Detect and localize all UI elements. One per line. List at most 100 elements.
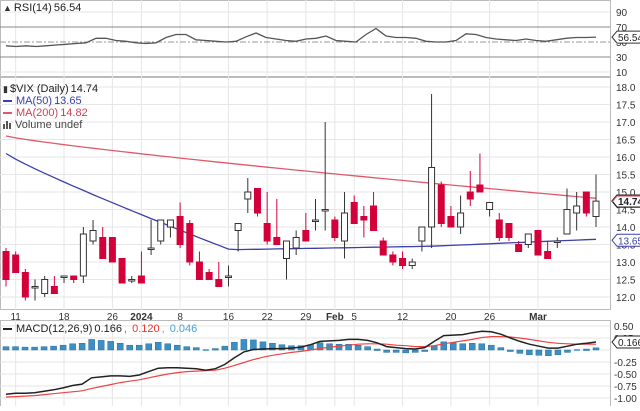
ma50-line [5, 152, 597, 251]
histogram-bar [459, 343, 467, 351]
candle-body [176, 216, 184, 245]
candle-body [234, 223, 242, 231]
candle [437, 181, 445, 227]
candle-body [31, 286, 39, 289]
histogram-bar [583, 348, 590, 351]
histogram-bar [373, 348, 381, 351]
ma200-swatch [3, 112, 12, 114]
candle [360, 206, 368, 238]
histogram-bar [155, 342, 162, 351]
candle-body [108, 237, 116, 263]
histogram-bar [12, 346, 19, 351]
candle-body [370, 205, 378, 231]
x-axis-label: 16 [223, 312, 235, 323]
histogram-bar [164, 343, 172, 351]
ma200-value: 14.82 [60, 107, 88, 119]
candle [563, 188, 571, 235]
candle-body [428, 167, 436, 228]
candle-body [128, 279, 136, 282]
candle [118, 258, 126, 284]
symbol-label: $VIX (Daily) [9, 83, 69, 95]
rsi-axis-tick: 70 [616, 23, 628, 34]
macd-axis-tick: -0.75 [614, 382, 637, 393]
histogram-bar [402, 349, 409, 354]
candle [234, 223, 242, 252]
candle-body [592, 200, 600, 218]
candle [515, 241, 523, 252]
candle [157, 219, 165, 245]
candle [128, 276, 136, 283]
candle-body [215, 279, 223, 287]
x-axis-label: 8 [177, 312, 183, 323]
rsi-axis-tick: 30 [616, 53, 628, 64]
candle-body [21, 272, 29, 298]
candle [331, 216, 339, 241]
candle-body [389, 254, 397, 263]
histogram-bar [126, 344, 133, 351]
histogram-bar [240, 339, 248, 351]
candle [282, 240, 290, 280]
candle [544, 241, 552, 259]
histogram-bar [497, 347, 505, 351]
candle-body [544, 251, 552, 259]
candle-body [534, 230, 542, 256]
candle [389, 251, 397, 266]
histogram-bar [440, 341, 447, 351]
candle-body [447, 216, 455, 228]
candle [302, 213, 310, 242]
histogram-bar [174, 344, 181, 351]
candle [31, 279, 39, 301]
histogram-bar [278, 344, 286, 351]
candle-body [486, 202, 494, 210]
histogram-bar [21, 346, 29, 351]
candle-body [224, 275, 232, 278]
candle [582, 191, 590, 217]
histogram-bar [116, 343, 124, 351]
candle [224, 265, 232, 287]
macd-axis-tick: -1.00 [614, 394, 637, 405]
rsi-legend: ▲ RSI(14) 56.54 [3, 2, 81, 14]
price-axis-tick: 16.5 [616, 136, 636, 147]
x-axis-label: 26 [484, 312, 496, 323]
volume-row: Volume undef [3, 119, 98, 131]
histogram-bar [335, 343, 343, 351]
candle [176, 202, 184, 248]
price-axis-tick: 18.0 [616, 83, 636, 94]
price-axis-tick: 14.0 [616, 223, 636, 234]
histogram-bar [31, 346, 38, 351]
candle-body [244, 191, 252, 200]
histogram-bar [564, 349, 571, 353]
candle [447, 206, 455, 228]
price-axis-tick: 13.0 [616, 258, 636, 269]
candle-body [205, 272, 213, 280]
histogram-bar [345, 343, 352, 351]
x-axis-label: 22 [262, 312, 274, 323]
x-axis-label: 2024 [130, 312, 153, 323]
histogram-bar [221, 345, 229, 351]
volume-icon [3, 121, 11, 129]
candle-body [582, 191, 590, 214]
candle-body [263, 223, 271, 242]
candle [166, 219, 174, 238]
x-axis-label: 26 [107, 312, 119, 323]
histogram-bar [69, 343, 76, 351]
rsi-value: 56.54 [53, 2, 82, 14]
ma50-badge [611, 233, 640, 247]
histogram-value: 0.046 [169, 323, 198, 335]
histogram-bar [469, 343, 476, 351]
histogram-bar [421, 349, 428, 352]
candle [70, 275, 78, 283]
histogram-bar [59, 344, 67, 351]
candle-body [118, 258, 126, 284]
candle-body [573, 205, 581, 214]
macd-label: MACD(12,26,9) [16, 323, 93, 335]
candle-body [350, 202, 358, 224]
candle-body [457, 212, 465, 228]
volume-label: Volume undef [15, 119, 83, 131]
candle-body [302, 230, 310, 242]
candle [524, 233, 532, 248]
histogram-bar [526, 349, 533, 356]
macd-axis-tick: -0.25 [614, 358, 637, 369]
candle [505, 223, 513, 241]
